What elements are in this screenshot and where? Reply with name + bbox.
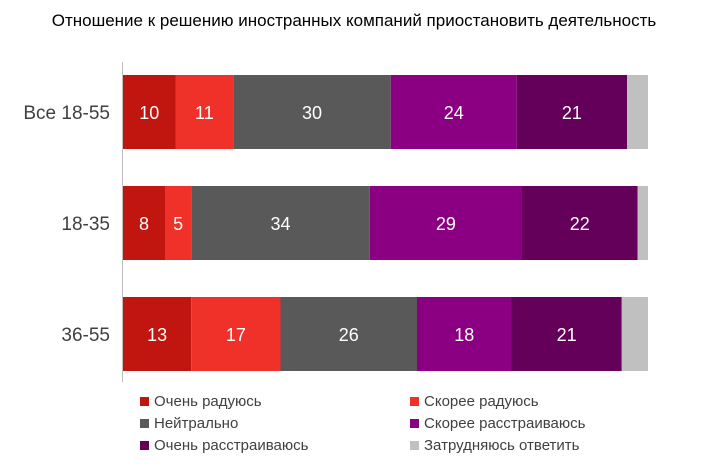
legend-label: Очень расстраиваюсь	[154, 437, 309, 454]
legend-swatch	[410, 419, 419, 428]
bar-segment	[627, 75, 648, 149]
bar-segment	[280, 297, 417, 371]
chart-title: Отношение к решению иностранных компаний…	[51, 11, 657, 30]
bar-segment	[369, 186, 522, 260]
data-label: 11	[195, 103, 214, 123]
data-label: 18	[454, 325, 474, 345]
bar-segment	[191, 297, 281, 371]
category-label: 36-55	[61, 325, 110, 346]
data-label: 24	[444, 103, 464, 123]
legend-label: Скорее радуюсь	[424, 393, 539, 410]
data-label: 13	[147, 325, 167, 345]
bar-segment	[191, 186, 370, 260]
bar-segment	[123, 297, 192, 371]
bar-segment	[516, 75, 627, 149]
legend-swatch	[140, 419, 149, 428]
legend-swatch	[140, 441, 149, 450]
bar-segment	[123, 75, 176, 149]
bar-segment	[390, 75, 517, 149]
data-label: 8	[139, 214, 149, 234]
legend-label: Скорее расстраиваюсь	[424, 415, 586, 432]
category-label: 18-35	[61, 214, 110, 235]
bar-segment	[123, 186, 165, 260]
bars-group: 10 11 30 24 21 8 5 34 29 22 13 17 26 18 21	[123, 75, 648, 371]
data-label: 21	[557, 325, 577, 345]
data-label: 17	[226, 325, 246, 345]
data-label: 34	[270, 214, 290, 234]
legend-swatch	[140, 397, 149, 406]
bar-segment	[511, 297, 622, 371]
bar-segment	[522, 186, 638, 260]
category-labels: Все 18-55 18-35 36-55	[23, 103, 110, 346]
legend-label: Нейтрально	[154, 415, 239, 432]
stacked-bar-chart: 10 11 30 24 21 8 5 34 29 22 13 17 26 18 21 Все 18-55 18…	[23, 62, 648, 382]
legend-swatch	[410, 397, 419, 406]
data-label: 30	[302, 103, 322, 123]
bar-segment	[165, 186, 192, 260]
data-label: 10	[139, 103, 159, 123]
bar-segment	[621, 297, 648, 371]
data-label: 26	[339, 325, 359, 345]
category-label: Все 18-55	[23, 103, 110, 124]
data-label: 29	[436, 214, 456, 234]
bar-segment	[233, 75, 391, 149]
data-label: 22	[570, 214, 590, 234]
bar-segment	[637, 186, 648, 260]
legend-swatch	[410, 441, 419, 450]
legend-label: Затрудняюсь ответить	[424, 437, 580, 454]
bar-segment	[175, 75, 234, 149]
legend-label: Очень радуюсь	[154, 393, 262, 410]
data-label: 21	[562, 103, 582, 123]
data-label: 5	[173, 214, 183, 234]
bar-segment	[417, 297, 512, 371]
